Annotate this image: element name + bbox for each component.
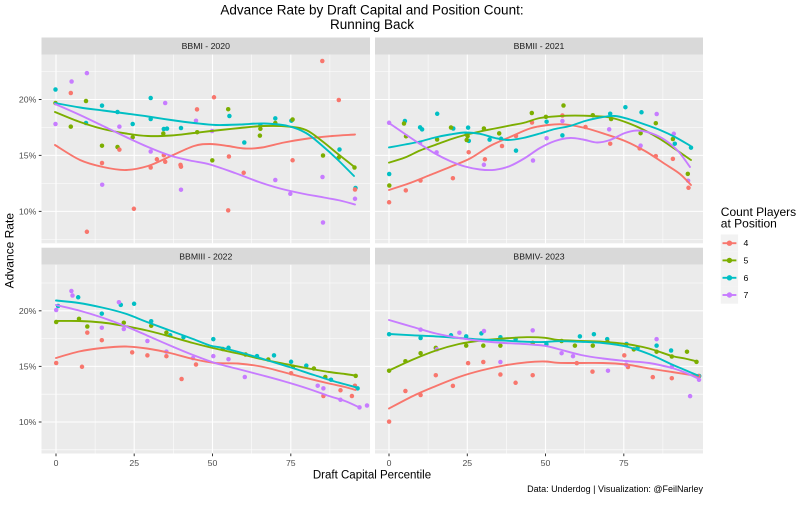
svg-text:25: 25 <box>129 458 139 468</box>
svg-text:Advance Rate: Advance Rate <box>3 213 17 289</box>
svg-text:15%: 15% <box>19 362 37 372</box>
svg-text:BBMII - 2021: BBMII - 2021 <box>514 41 565 51</box>
svg-text:25: 25 <box>462 458 472 468</box>
svg-text:75: 75 <box>286 458 296 468</box>
svg-text:5: 5 <box>744 256 749 266</box>
svg-text:0: 0 <box>54 458 59 468</box>
svg-text:Running Back: Running Back <box>330 17 414 32</box>
svg-text:Draft Capital Percentile: Draft Capital Percentile <box>313 470 431 482</box>
svg-text:4: 4 <box>744 238 749 248</box>
svg-text:15%: 15% <box>19 151 37 161</box>
svg-text:0: 0 <box>387 458 392 468</box>
svg-text:10%: 10% <box>19 417 37 427</box>
svg-text:75: 75 <box>619 458 629 468</box>
svg-text:BBMIV- 2023: BBMIV- 2023 <box>513 251 564 261</box>
svg-text:6: 6 <box>744 273 749 283</box>
svg-text:Data: Underdog | Visualization: Data: Underdog | Visualization: @FeilNar… <box>527 484 703 494</box>
svg-text:at Position: at Position <box>721 217 777 231</box>
svg-text:10%: 10% <box>19 207 37 217</box>
svg-text:20%: 20% <box>19 306 37 316</box>
svg-text:Count Players: Count Players <box>721 205 796 219</box>
svg-text:50: 50 <box>208 458 218 468</box>
svg-text:7: 7 <box>744 290 749 300</box>
svg-text:Advance Rate by Draft Capital: Advance Rate by Draft Capital and Positi… <box>220 3 523 18</box>
svg-text:BBMI - 2020: BBMI - 2020 <box>182 41 230 51</box>
svg-text:20%: 20% <box>19 95 37 105</box>
svg-text:BBMIII - 2022: BBMIII - 2022 <box>179 251 232 261</box>
svg-text:50: 50 <box>541 458 551 468</box>
